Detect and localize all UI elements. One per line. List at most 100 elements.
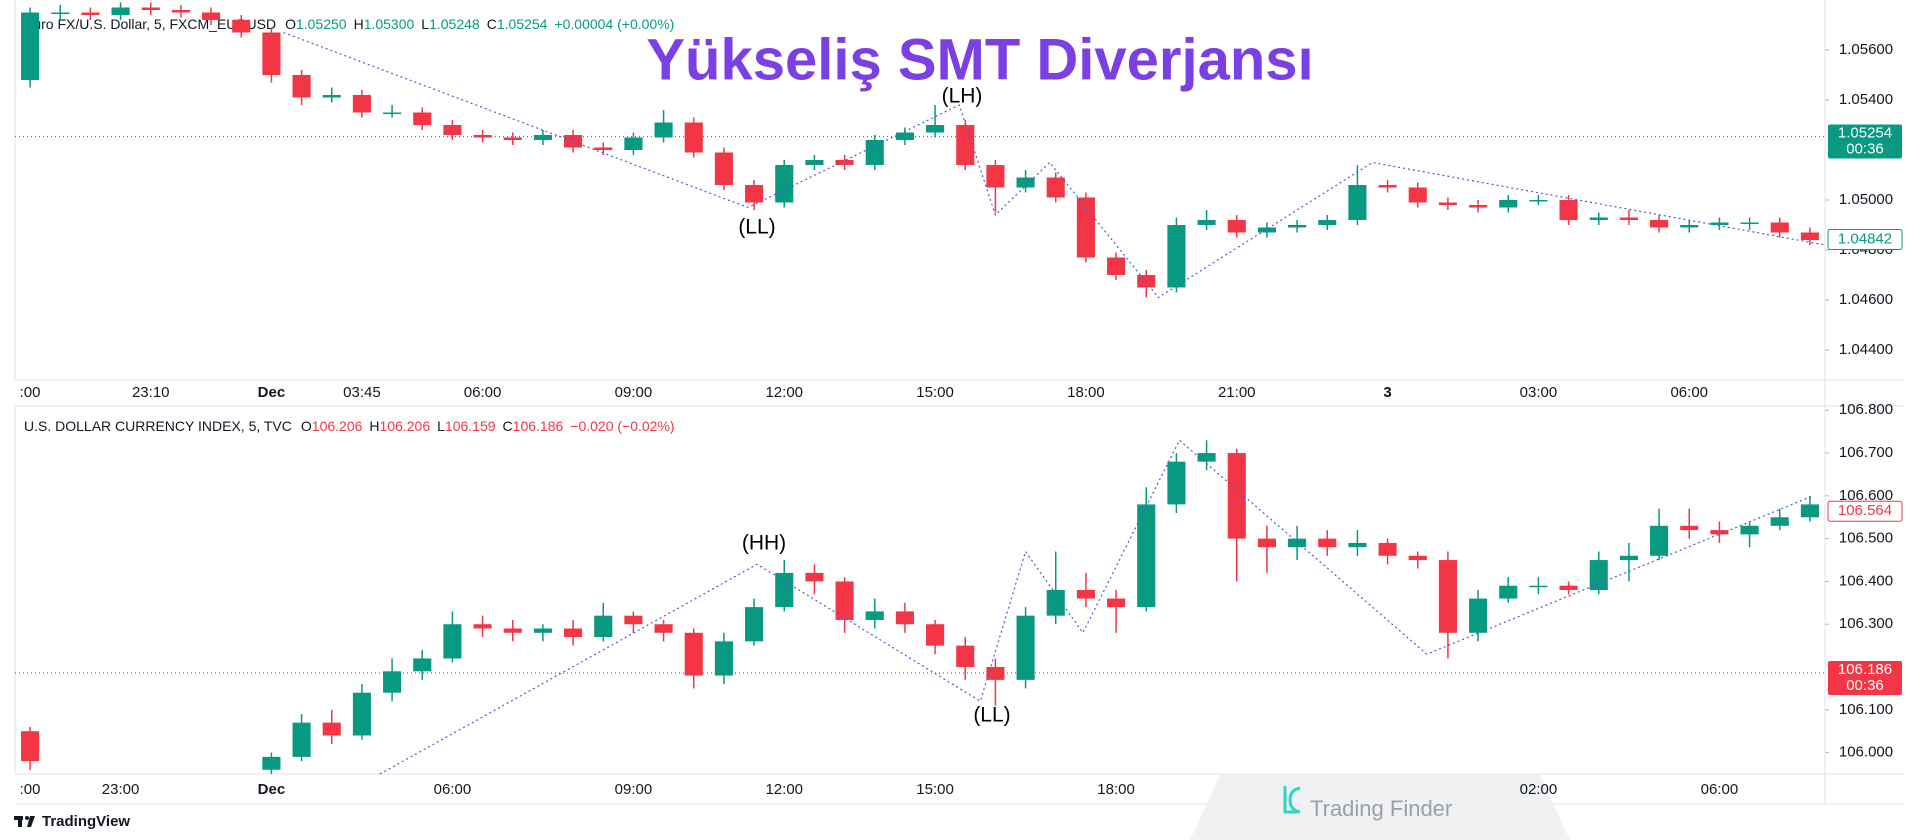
candle-body [624,615,643,625]
candle-body [1770,517,1789,526]
candle-body [1559,200,1578,220]
y-tick-label: 1.04600 [1839,291,1893,308]
candle-body [654,122,673,138]
price-tag-label: 106.564 [1838,502,1892,519]
candle-body [1469,598,1488,633]
candle-body [503,628,522,633]
candle-body [926,125,945,133]
x-tick-label: 06:00 [1701,781,1739,798]
last-price-tag [1828,661,1902,696]
logo-stroke [1288,786,1301,814]
candle-body [51,12,70,14]
legend-change: +0.00004 (+0.00%) [554,16,674,32]
candle-body [1288,225,1307,228]
candle-body [1680,525,1699,531]
candle-body [1650,220,1669,228]
logo-part [27,816,35,827]
candle-body [262,756,281,770]
logo-stroke [1283,786,1297,814]
candle-body [1348,542,1367,548]
candle-body [383,671,402,693]
x-tick-label: 18:00 [1097,781,1135,798]
candle-body [111,7,130,15]
candle-body [895,611,914,625]
candle-body [533,135,552,140]
legend-key: L [421,16,429,32]
logo-part [18,816,22,827]
candle-body [684,122,703,153]
candle-body [1137,504,1156,608]
candle-body [1589,217,1608,220]
candle-body [1227,220,1246,233]
candle-body [775,165,794,203]
candle-body [292,75,311,98]
legend-key: O [301,418,312,434]
candle-body [1076,197,1095,258]
x-tick-label: 06:00 [434,781,472,798]
x-tick-label: 09:00 [615,384,653,401]
watermark-logo [1283,786,1301,814]
x-tick-label: 06:00 [464,384,502,401]
tradingview-logo [14,816,35,827]
candle-body [835,160,854,165]
x-tick-label: Dec [258,384,286,401]
x-tick-label: :00 [20,384,41,401]
price-tag-label: 1.04842 [1838,230,1892,247]
candle-body [1740,222,1759,224]
x-tick-label: 12:00 [765,781,803,798]
candle-body [986,165,1005,188]
x-tick-label: 15:00 [916,781,954,798]
y-tick-label: 106.400 [1839,572,1893,589]
candle-body [352,692,371,736]
x-tick-label: 03:00 [1520,384,1558,401]
candle-body [413,658,432,672]
candle-body [322,95,341,98]
y-tick-label: 106.700 [1839,444,1893,461]
candle-body [714,641,733,676]
candle-body [413,112,432,125]
candle-body [1197,453,1216,462]
candle-body [352,95,371,113]
candle-body [533,628,552,633]
candle-body [1800,504,1819,518]
x-tick-label: 02:00 [1520,781,1558,798]
y-tick-label: 1.05400 [1839,91,1893,108]
pivot-label: (LL) [738,216,775,239]
candle-body [1046,590,1065,616]
x-tick-label: 3 [1383,384,1391,401]
y-tick-label: 106.000 [1839,744,1893,761]
candle-body [1800,232,1819,240]
candle-body [594,615,613,638]
candle-body [865,140,884,165]
candle-body [1680,225,1699,228]
pivot-label: (LL) [973,704,1010,727]
x-tick-label: 18:00 [1067,384,1105,401]
legend-key: C [503,418,513,434]
candle-body [1650,525,1669,556]
candle-body [1076,590,1095,599]
candle-body [1167,225,1186,288]
legend-change: −0.020 (−0.02%) [570,418,674,434]
candle-body [1589,560,1608,590]
candle-body [805,160,824,165]
candle-body [1710,222,1729,225]
legend-key: O [285,16,296,32]
legend-key: C [487,16,497,32]
candle-body [684,632,703,676]
legend-symbol: U.S. DOLLAR CURRENCY INDEX, 5, TVC [24,418,292,434]
x-tick-label: 21:00 [1218,384,1256,401]
candle-body [1740,525,1759,535]
candle-body [1107,598,1126,608]
pivot-label: (HH) [742,532,786,555]
candle-body [202,12,221,20]
candle-body [775,572,794,608]
candle-body [443,624,462,659]
candle-body [1288,538,1307,548]
countdown-label: 00:36 [1846,140,1884,157]
candle-body [262,32,281,75]
candle-body [1016,615,1035,680]
x-tick-label: 23:00 [102,781,140,798]
y-tick-label: 106.800 [1839,401,1893,418]
candle-body [443,125,462,135]
